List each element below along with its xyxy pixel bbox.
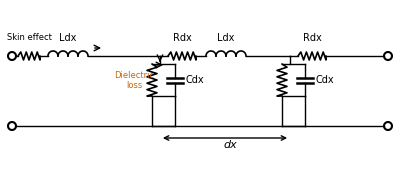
Text: dx: dx [223, 140, 237, 150]
Text: Cdx: Cdx [316, 75, 335, 85]
Text: Ldx: Ldx [59, 33, 77, 43]
Text: Cdx: Cdx [186, 75, 205, 85]
Text: loss: loss [126, 81, 142, 89]
Text: Skin effect: Skin effect [6, 33, 52, 42]
Text: Rdx: Rdx [303, 33, 321, 43]
Text: Dielectric: Dielectric [114, 72, 154, 81]
Text: Rdx: Rdx [173, 33, 191, 43]
Text: Ldx: Ldx [217, 33, 235, 43]
